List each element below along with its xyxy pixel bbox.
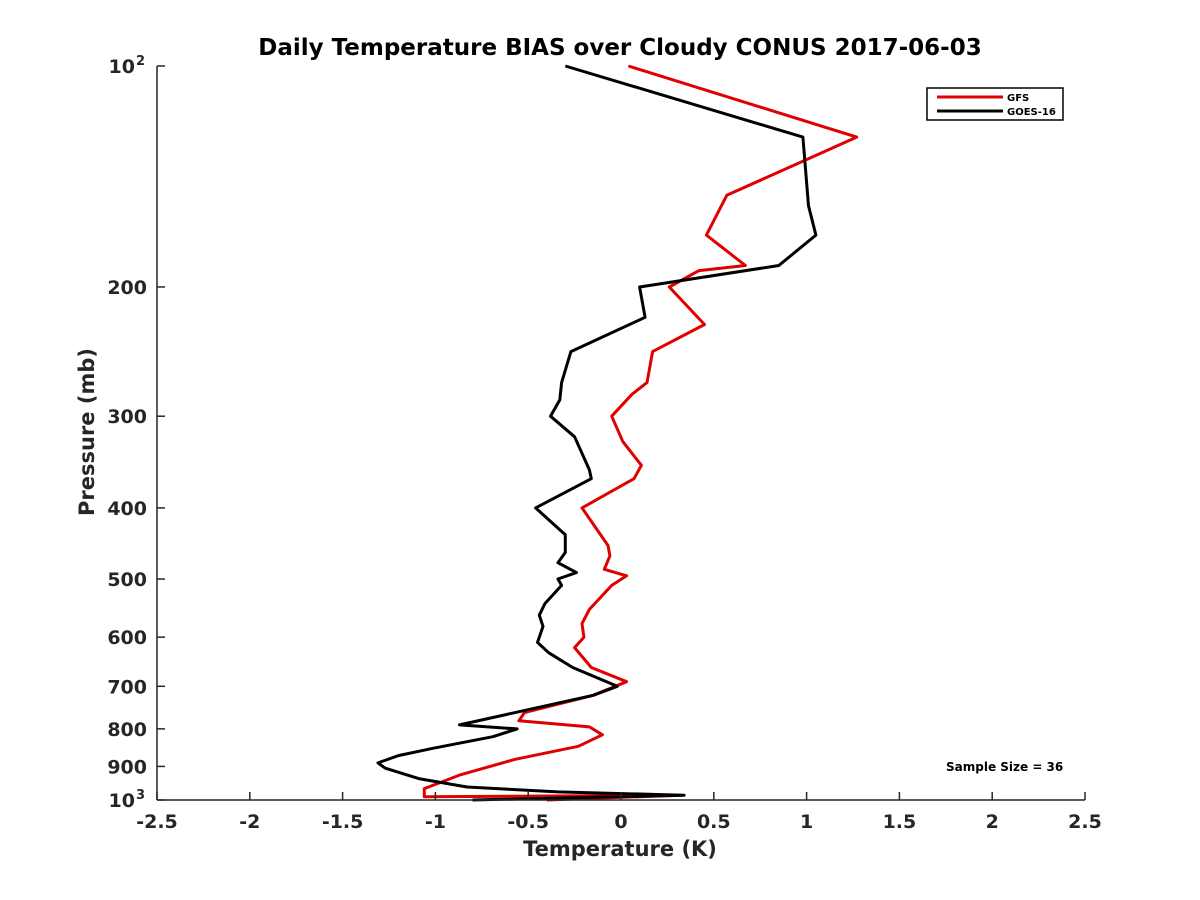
- y-tick-exponent: 3: [136, 788, 145, 803]
- chart-title: Daily Temperature BIAS over Cloudy CONUS…: [258, 35, 981, 61]
- x-tick-label: -1.5: [322, 811, 364, 833]
- y-axis-label: Pressure (mb): [75, 348, 99, 516]
- x-axis-ticks: -2.5 -2 -1.5 -1 -0.5 0 0.5 1 1.5 2 2.5: [136, 792, 1102, 833]
- y-tick-label: 10: [109, 56, 135, 78]
- x-tick-label: 0.5: [697, 811, 731, 833]
- legend-box: [926, 87, 1064, 121]
- series-line-goes-16: [376, 64, 818, 802]
- y-tick-label: 10: [109, 790, 135, 812]
- y-tick-label: 800: [107, 719, 147, 741]
- x-tick-label: 2: [986, 811, 999, 833]
- y-tick-label: 700: [107, 676, 147, 698]
- x-tick-label: -0.5: [507, 811, 549, 833]
- x-tick-label: 0: [614, 811, 627, 833]
- plot-area: [376, 64, 859, 802]
- x-tick-label: -2: [239, 811, 260, 833]
- legend-label: GFS: [1007, 93, 1029, 104]
- sample-size-annotation: Sample Size = 36: [946, 760, 1063, 774]
- legend: GFS GOES-16: [926, 87, 1064, 121]
- y-tick-label: 400: [107, 498, 147, 520]
- y-tick-exponent: 2: [136, 54, 145, 69]
- y-tick-label: 500: [107, 569, 147, 591]
- x-tick-label: -1: [425, 811, 446, 833]
- y-tick-label: 900: [107, 756, 147, 778]
- x-axis-label: Temperature (K): [523, 837, 717, 861]
- legend-label: GOES-16: [1007, 107, 1056, 118]
- y-tick-label: 200: [107, 277, 147, 299]
- y-tick-label: 600: [107, 627, 147, 649]
- x-tick-label: -2.5: [136, 811, 178, 833]
- x-tick-label: 2.5: [1068, 811, 1102, 833]
- y-tick-label: 300: [107, 406, 147, 428]
- series-line-gfs: [422, 64, 859, 802]
- x-tick-label: 1.5: [883, 811, 917, 833]
- x-tick-label: 1: [800, 811, 813, 833]
